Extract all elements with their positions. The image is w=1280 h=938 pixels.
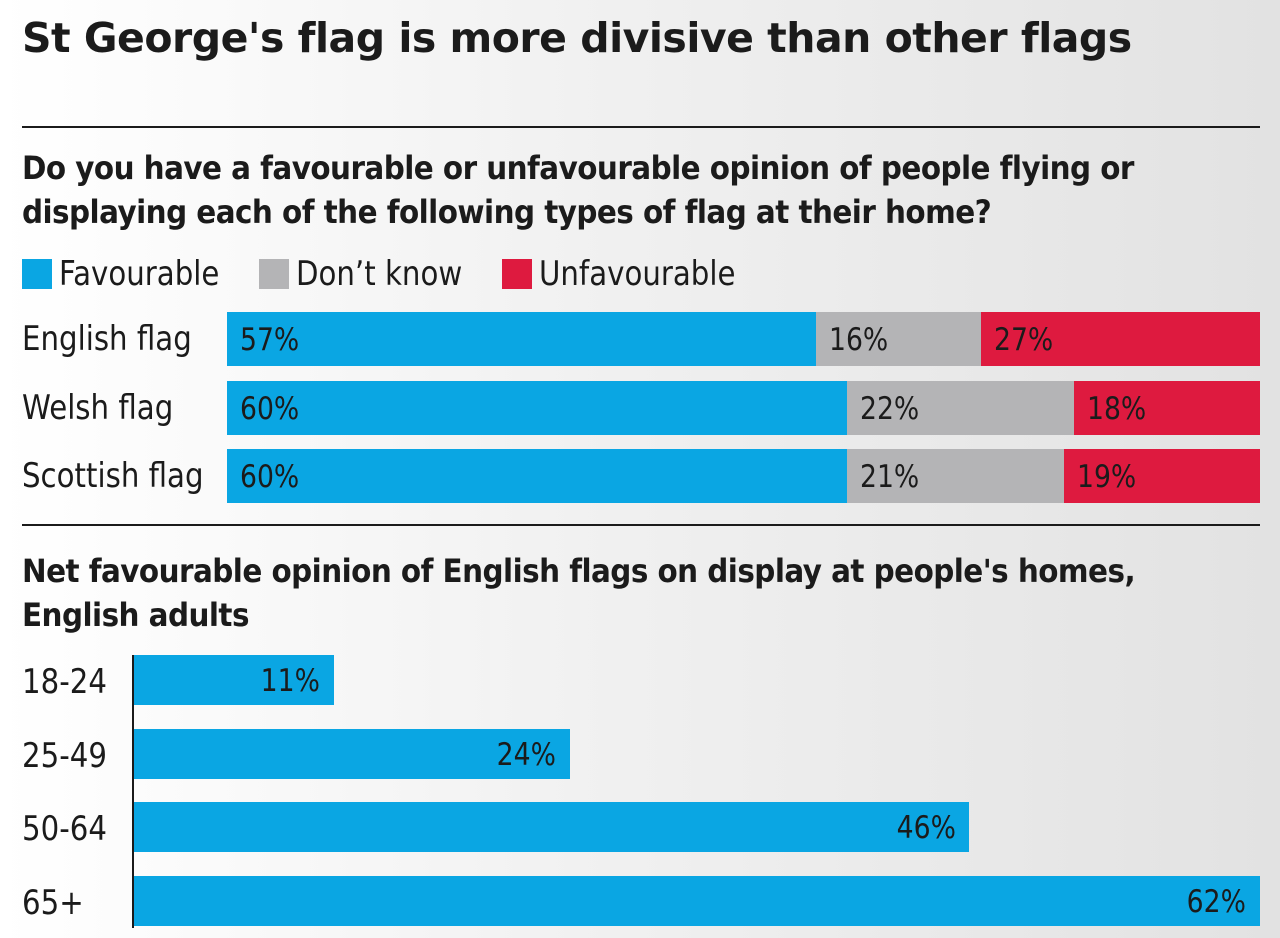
net-bar-50-64 [134,802,970,853]
bar-segment-unfavourable-welsh-flag [1074,380,1260,435]
legend-label-dont-know: Don’t know [296,254,463,294]
divider-middle [22,524,1260,526]
bar-segment-don-t-know-scottish-flag [846,449,1064,503]
divider-top [22,126,1260,128]
bar-segment-favourable-english-flag [227,312,816,366]
stacked-subtitle-line-1: Do you have a favourable or unfavourable… [22,149,1134,187]
net-chart-axis [132,655,134,928]
legend-dont-know: Don’t know [259,250,489,298]
legend-swatch-unfavourable [502,259,532,289]
net-bar-18-24 [134,655,334,705]
stacked-chart-subtitle: Do you have a favourable or unfavourable… [22,146,1134,234]
stacked-subtitle-line-2: displaying each of the following types o… [22,193,992,231]
bar-segment-don-t-know-english-flag [815,312,982,366]
bar-segment-favourable-welsh-flag [227,380,847,435]
category-label-scottish-flag: Scottish flag [22,456,204,496]
age-label-65: 65+ [22,883,84,924]
age-label-25-49: 25-49 [22,735,107,776]
bar-segment-unfavourable-scottish-flag [1063,449,1260,503]
bar-segment-unfavourable-english-flag [981,312,1260,366]
legend-label-favourable: Favourable [59,254,220,294]
chart-title: St George's flag is more divisive than o… [22,14,1132,62]
net-subtitle-line-2: English adults [22,596,249,634]
legend-label-unfavourable: Unfavourable [539,254,736,294]
category-label-welsh-flag: Welsh flag [22,387,174,428]
net-bar-25-49 [134,728,570,779]
legend-unfavourable: Unfavourable [502,250,767,298]
legend-swatch-favourable [22,259,52,289]
net-subtitle-line-1: Net favourable opinion of English flags … [22,552,1136,590]
net-bar-65 [134,876,1260,927]
age-label-18-24: 18-24 [22,662,107,702]
age-label-50-64: 50-64 [22,809,107,850]
category-label-english-flag: English flag [22,319,192,359]
net-chart-subtitle: Net favourable opinion of English flags … [22,549,1136,637]
bar-segment-favourable-scottish-flag [227,449,847,503]
legend-favourable: Favourable [22,250,246,298]
legend-swatch-dont-know [259,259,289,289]
bar-segment-don-t-know-welsh-flag [846,380,1075,435]
